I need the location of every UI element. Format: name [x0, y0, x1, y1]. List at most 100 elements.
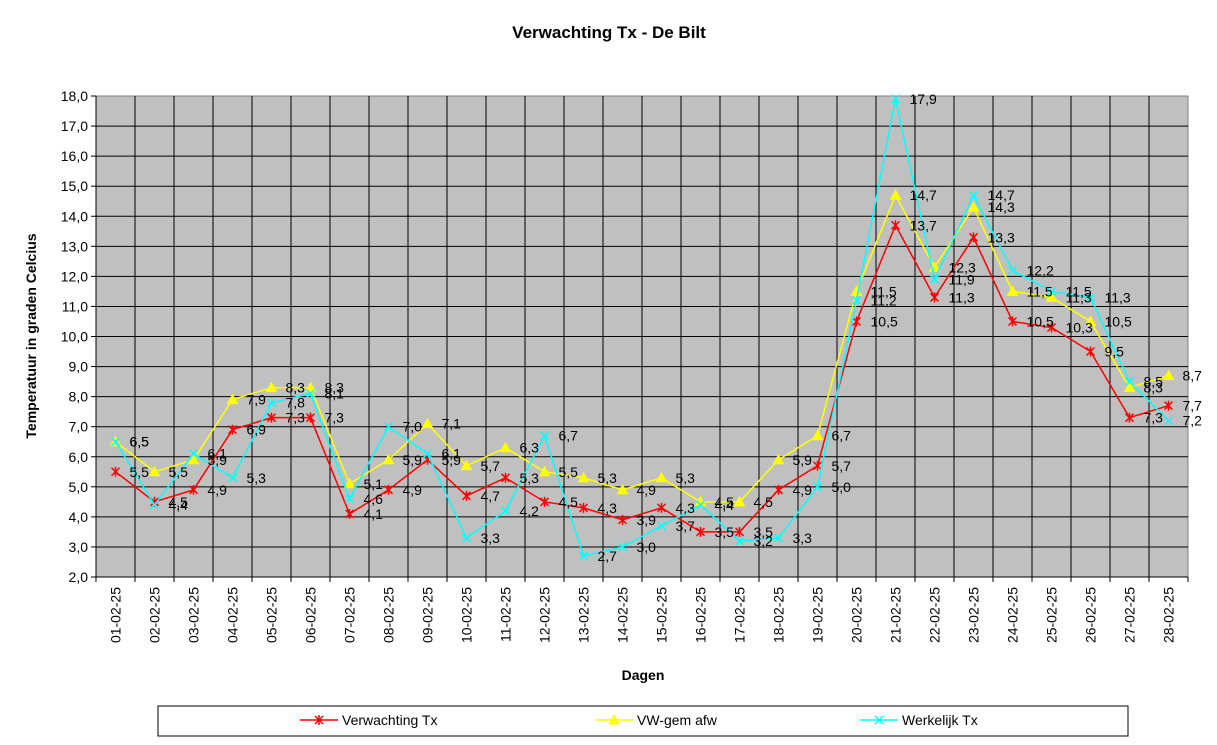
x-tick-label: 17-02-25 — [732, 587, 748, 643]
data-label-vw-gem-afw: 14,7 — [910, 187, 937, 203]
data-point-werkelijk-tx — [1007, 265, 1018, 275]
data-label-vw-gem-afw: 5,9 — [793, 452, 813, 468]
x-tick-label: 23-02-25 — [966, 587, 982, 643]
data-point-verwachting-tx — [851, 316, 862, 327]
data-label-werkelijk-tx: 7,8 — [286, 395, 306, 411]
data-label-vw-gem-afw: 5,9 — [403, 452, 423, 468]
y-tick-label: 8,0 — [69, 389, 89, 405]
x-tick-label: 19-02-25 — [810, 587, 826, 643]
y-tick-label: 4,0 — [69, 509, 89, 525]
legend-item-verwachting-tx: Verwachting Tx — [300, 712, 437, 728]
data-point-werkelijk-tx — [1046, 286, 1057, 296]
legend-label-werkelijk-tx: Werkelijk Tx — [902, 712, 978, 728]
y-tick-label: 9,0 — [69, 359, 89, 375]
data-point-werkelijk-tx — [773, 533, 784, 543]
plot-area: 2,0 3,0 4,0 5,0 6,0 7,0 8,0 9,0 10,0 11,0 12,0 13,0… — [61, 88, 1202, 643]
data-point-verwachting-tx — [110, 466, 121, 477]
data-label-werkelijk-tx: 3,7 — [676, 518, 696, 534]
data-point-verwachting-tx — [617, 514, 628, 525]
data-label-werkelijk-tx: 4,4 — [169, 497, 189, 513]
y-tick-label: 6,0 — [69, 449, 89, 465]
y-tick-label: 18,0 — [61, 88, 88, 104]
data-label-verwachting-tx: 4,5 — [559, 494, 579, 510]
legend-label-vw-gem-afw: VW-gem afw — [637, 712, 718, 728]
data-point-verwachting-tx — [344, 508, 355, 519]
data-label-vw-gem-afw: 7,1 — [442, 416, 462, 432]
data-point-verwachting-tx — [1163, 400, 1174, 411]
x-tick-label: 05-02-25 — [264, 587, 280, 643]
data-label-vw-gem-afw: 5,7 — [481, 458, 501, 474]
x-tick-label: 21-02-25 — [888, 587, 904, 643]
data-point-verwachting-tx — [305, 412, 316, 423]
legend-label-verwachting-tx: Verwachting Tx — [342, 712, 437, 728]
data-label-verwachting-tx: 7,3 — [1144, 410, 1164, 426]
data-label-verwachting-tx: 7,3 — [325, 410, 345, 426]
data-point-werkelijk-tx — [500, 506, 511, 516]
x-tick-label: 11-02-25 — [498, 587, 514, 642]
x-tick-label: 18-02-25 — [771, 587, 787, 643]
data-label-verwachting-tx: 5,9 — [442, 452, 462, 468]
data-label-verwachting-tx: 10,5 — [871, 313, 898, 329]
data-label-werkelijk-tx: 8,1 — [325, 386, 345, 402]
data-label-werkelijk-tx: 5,0 — [832, 479, 852, 495]
data-point-vw-gem-afw — [889, 189, 902, 200]
data-label-werkelijk-tx: 5,3 — [247, 470, 267, 486]
data-point-vw-gem-afw — [1006, 285, 1019, 296]
data-label-verwachting-tx: 10,5 — [1027, 313, 1054, 329]
data-label-werkelijk-tx: 17,9 — [910, 91, 937, 107]
data-point-verwachting-tx — [539, 496, 550, 507]
data-label-vw-gem-afw: 5,5 — [559, 464, 579, 480]
data-point-werkelijk-tx — [422, 449, 433, 459]
data-point-vw-gem-afw — [577, 471, 590, 483]
legend-item-vw-gem-afw: VW-gem afw — [595, 712, 718, 728]
x-tick-label: 01-02-25 — [108, 587, 124, 643]
data-label-werkelijk-tx: 6,5 — [130, 434, 150, 450]
data-point-verwachting-tx — [383, 484, 394, 495]
y-tick-label: 3,0 — [69, 539, 89, 555]
data-label-vw-gem-afw: 5,3 — [676, 470, 696, 486]
data-point-verwachting-tx — [734, 526, 745, 537]
data-point-werkelijk-tx — [383, 422, 394, 432]
data-label-verwachting-tx: 4,1 — [364, 506, 384, 522]
data-point-verwachting-tx — [1007, 316, 1018, 327]
data-label-werkelijk-tx: 4,2 — [520, 503, 540, 519]
data-point-werkelijk-tx — [734, 536, 745, 546]
data-label-verwachting-tx: 4,3 — [598, 500, 618, 516]
y-tick-label: 2,0 — [69, 569, 89, 585]
data-label-verwachting-tx: 4,9 — [793, 482, 813, 498]
data-label-vw-gem-afw: 8,3 — [1144, 380, 1164, 396]
data-label-verwachting-tx: 7,7 — [1183, 398, 1203, 414]
x-axis-title: Dagen — [622, 667, 665, 683]
data-point-vw-gem-afw — [187, 453, 200, 465]
data-point-vw-gem-afw — [655, 471, 668, 483]
data-label-vw-gem-afw: 6,7 — [832, 428, 852, 444]
data-label-werkelijk-tx: 3,2 — [754, 533, 774, 549]
data-point-vw-gem-afw — [538, 465, 551, 477]
data-label-vw-gem-afw: 5,5 — [169, 464, 189, 480]
data-point-verwachting-tx — [890, 220, 901, 231]
data-label-verwachting-tx: 6,9 — [247, 422, 267, 438]
data-point-werkelijk-tx — [1163, 416, 1174, 426]
data-point-vw-gem-afw — [421, 417, 434, 429]
data-label-vw-gem-afw: 12,3 — [949, 259, 976, 275]
data-label-verwachting-tx: 4,9 — [403, 482, 423, 498]
y-tick-label: 16,0 — [61, 148, 88, 164]
data-point-verwachting-tx — [500, 472, 511, 483]
data-point-verwachting-tx — [188, 484, 199, 495]
data-point-verwachting-tx — [968, 232, 979, 243]
data-point-werkelijk-tx — [1085, 292, 1096, 302]
data-point-vw-gem-afw — [1045, 291, 1058, 302]
data-label-vw-gem-afw: 6,3 — [520, 440, 540, 456]
data-point-verwachting-tx — [773, 484, 784, 495]
x-tick-label: 08-02-25 — [381, 587, 397, 643]
data-point-werkelijk-tx — [1124, 377, 1135, 387]
data-label-vw-gem-afw: 5,3 — [598, 470, 618, 486]
data-point-werkelijk-tx — [656, 521, 667, 531]
data-point-werkelijk-tx — [227, 473, 238, 483]
data-point-vw-gem-afw — [226, 393, 239, 405]
data-label-werkelijk-tx: 11,5 — [1066, 283, 1092, 299]
x-tick-label: 27-02-25 — [1122, 587, 1138, 643]
data-label-werkelijk-tx: 6,1 — [208, 446, 228, 462]
data-point-verwachting-tx — [1085, 346, 1096, 357]
